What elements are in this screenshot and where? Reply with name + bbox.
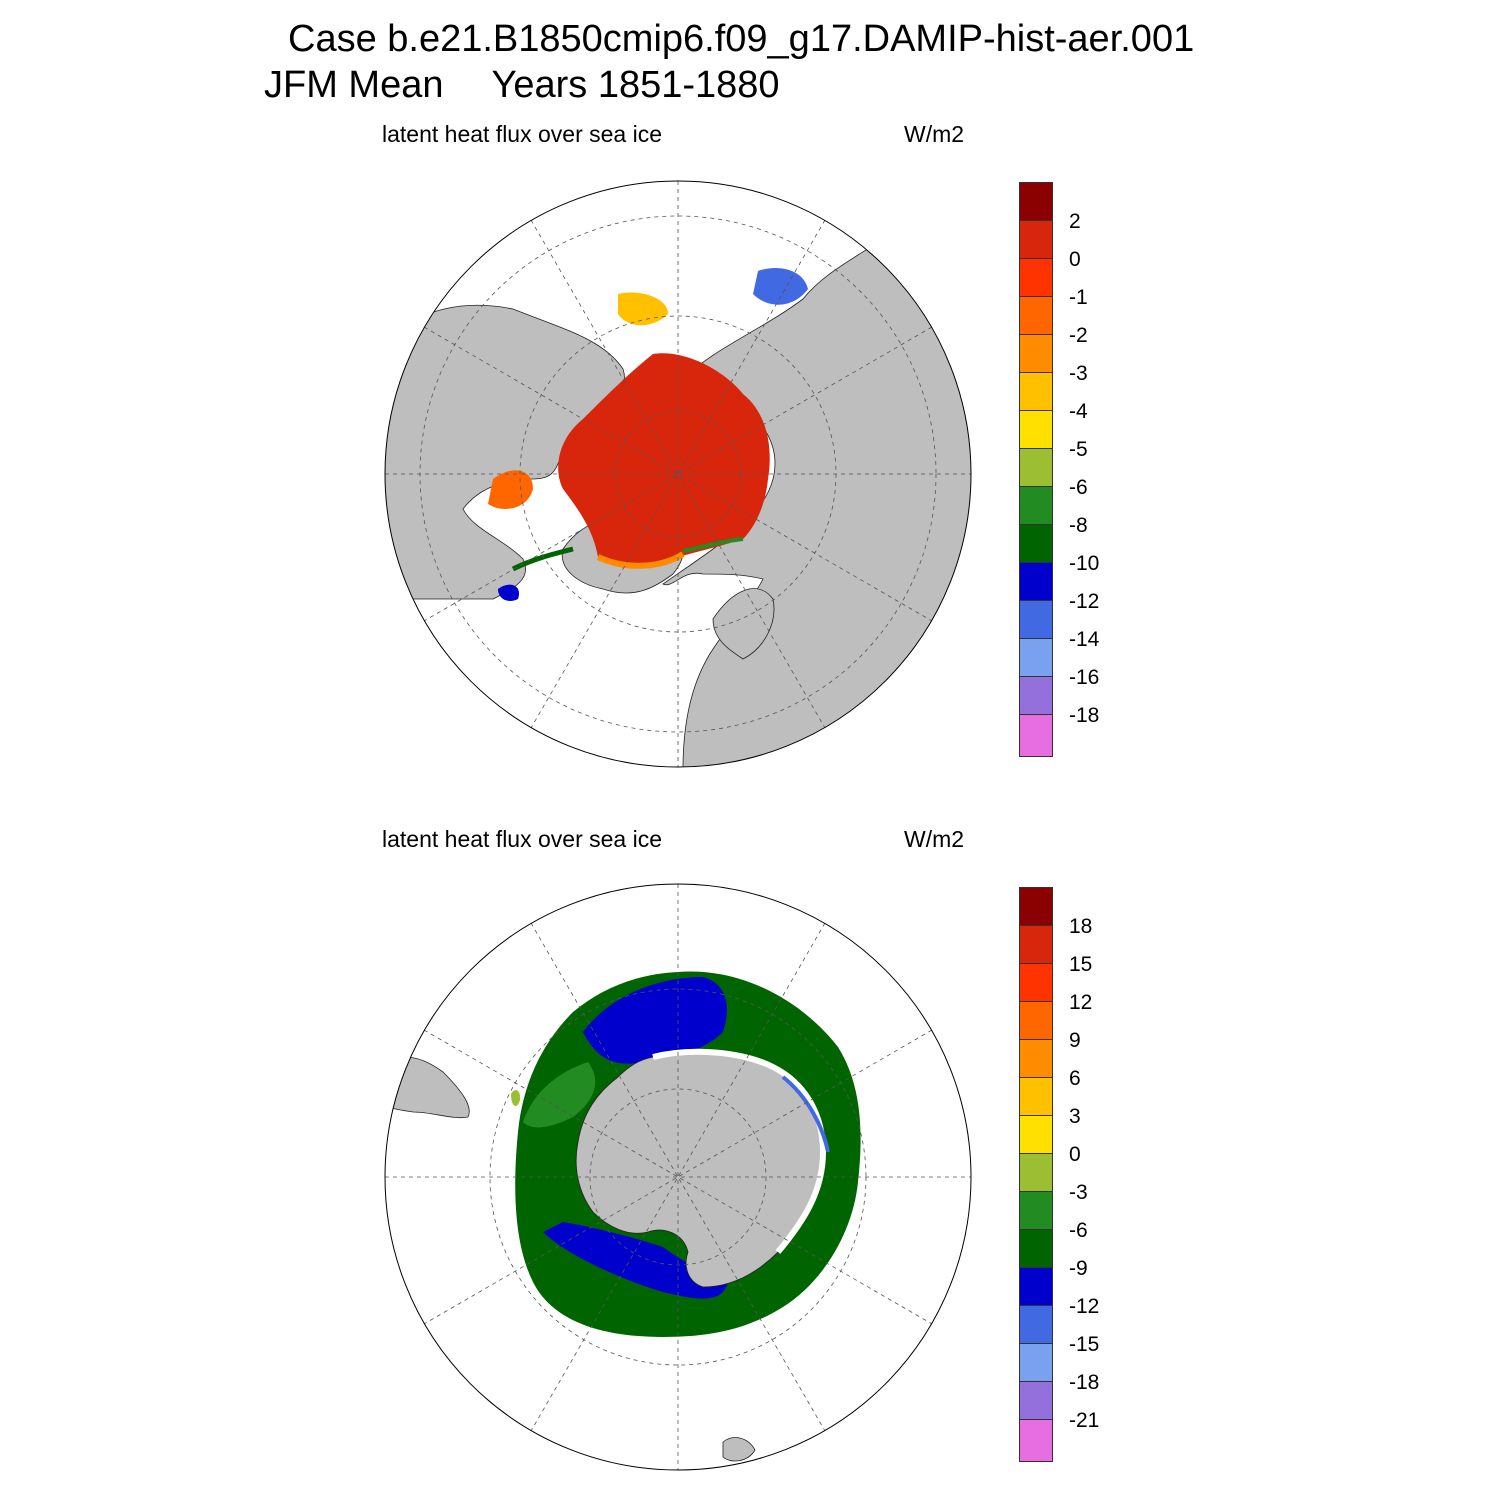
north-cbar-swatch — [1019, 714, 1053, 757]
south-cbar-swatch — [1019, 1305, 1053, 1344]
south-cbar-swatch — [1019, 925, 1053, 964]
north-cbar-swatch — [1019, 676, 1053, 715]
north-cbar-label: -4 — [1069, 400, 1088, 423]
north-ice-okhotsk — [618, 292, 668, 326]
south-cbar-swatch — [1019, 1381, 1053, 1420]
south-cbar-label: 0 — [1069, 1143, 1081, 1166]
north-cbar-swatch — [1019, 372, 1053, 411]
south-cbar-label: -18 — [1069, 1371, 1100, 1394]
south-cbar-label: 18 — [1069, 915, 1093, 938]
south-ice-ross — [543, 1222, 728, 1299]
south-cbar-label: -3 — [1069, 1181, 1088, 1204]
north-panel-title: latent heat flux over sea ice — [382, 121, 662, 147]
north-cbar-label: -3 — [1069, 362, 1088, 385]
south-cbar-label: -9 — [1069, 1257, 1088, 1280]
north-cbar-label: -10 — [1069, 552, 1100, 575]
south-ice-olive — [511, 1090, 521, 1106]
north-cbar-swatch — [1019, 562, 1053, 601]
north-land-scandinavia — [712, 588, 775, 660]
north-graticule — [385, 181, 971, 767]
north-ice-bering — [753, 268, 808, 305]
south-cbar-swatch — [1019, 1039, 1053, 1078]
north-ice-edge-green — [682, 537, 744, 553]
north-cbar-swatch — [1019, 486, 1053, 525]
north-cbar-label: 2 — [1069, 210, 1081, 233]
north-panel-units: W/m2 — [904, 121, 965, 147]
south-cbar-label: -12 — [1069, 1295, 1100, 1318]
south-cbar-label: 9 — [1069, 1029, 1081, 1052]
south-cbar-swatch — [1019, 1077, 1053, 1116]
north-cbar-swatch — [1019, 220, 1053, 259]
south-cbar-label: -15 — [1069, 1333, 1100, 1356]
north-cbar-swatch — [1019, 410, 1053, 449]
north-cbar-swatch — [1019, 524, 1053, 563]
south-ice-weddell — [583, 977, 727, 1064]
south-cbar-label: -21 — [1069, 1409, 1100, 1432]
south-polar-map — [384, 883, 972, 1471]
north-cbar-label: -8 — [1069, 514, 1088, 537]
north-cbar-swatch — [1019, 448, 1053, 487]
south-coast-margin — [652, 1048, 827, 1254]
south-cbar-swatch — [1019, 963, 1053, 1002]
south-cbar-label: 3 — [1069, 1105, 1081, 1128]
north-cbar-swatch — [1019, 296, 1053, 335]
north-cbar-label: 0 — [1069, 248, 1081, 271]
north-cbar-label: -12 — [1069, 590, 1100, 613]
south-cbar-label: 12 — [1069, 991, 1093, 1014]
north-cbar-swatch — [1019, 334, 1053, 373]
south-cbar-label: -6 — [1069, 1219, 1088, 1242]
south-land-africa-tip — [722, 1437, 756, 1462]
north-cbar-swatch — [1019, 182, 1053, 221]
north-cbar-swatch — [1019, 638, 1053, 677]
north-ice-edge — [596, 551, 685, 569]
south-cbar-label: 15 — [1069, 953, 1093, 976]
season-label: JFM Mean — [264, 64, 444, 106]
period-title: JFM Mean Years 1851-1880 — [264, 64, 780, 107]
north-cbar-label: -2 — [1069, 324, 1088, 347]
south-cbar-swatch — [1019, 887, 1053, 926]
south-cbar-label: 6 — [1069, 1067, 1081, 1090]
north-cbar-label: -14 — [1069, 628, 1100, 651]
years-label: Years 1851-1880 — [491, 64, 780, 106]
north-ice-hudson-edge — [511, 546, 574, 572]
north-cbar-swatch — [1019, 258, 1053, 297]
south-graticule — [385, 884, 971, 1470]
north-ice-labrador — [498, 584, 519, 601]
north-cbar-label: -18 — [1069, 704, 1100, 727]
north-cbar-label: -5 — [1069, 438, 1088, 461]
south-cbar-swatch — [1019, 1115, 1053, 1154]
north-cbar-swatch — [1019, 600, 1053, 639]
south-panel-title: latent heat flux over sea ice — [382, 826, 662, 852]
south-cbar-swatch — [1019, 1191, 1053, 1230]
south-ice-blue-coast — [781, 1075, 830, 1153]
south-cbar-swatch — [1019, 1267, 1053, 1306]
south-cbar-swatch — [1019, 1229, 1053, 1268]
north-cbar-label: -1 — [1069, 286, 1088, 309]
case-title: Case b.e21.B1850cmip6.f09_g17.DAMIP-hist… — [288, 18, 1195, 60]
north-polar-map — [384, 180, 972, 768]
south-cbar-swatch — [1019, 1153, 1053, 1192]
south-panel-units: W/m2 — [904, 826, 965, 852]
south-ice-lightgreen — [523, 1062, 596, 1128]
north-cbar-label: -16 — [1069, 666, 1100, 689]
south-cbar-swatch — [1019, 1343, 1053, 1382]
north-cbar-label: -6 — [1069, 476, 1088, 499]
south-cbar-swatch — [1019, 1419, 1053, 1462]
north-ice-baffin — [488, 470, 533, 509]
south-cbar-swatch — [1019, 1001, 1053, 1040]
